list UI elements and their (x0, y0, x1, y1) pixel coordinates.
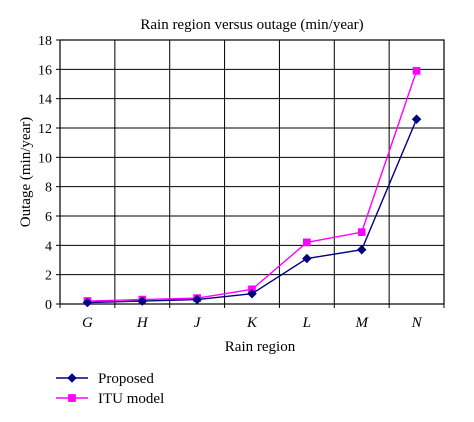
legend-item-itu: ITU model (56, 391, 164, 407)
chart-title: Rain region versus outage (min/year) (140, 17, 363, 33)
y-tick-label: 14 (38, 93, 52, 108)
x-axis-label: Rain region (225, 339, 296, 355)
legend-marker-proposed (67, 373, 77, 383)
series-itu (83, 66, 421, 305)
x-tick-label: J (194, 315, 202, 331)
data-point-itu (412, 66, 421, 75)
data-point-proposed (192, 294, 202, 305)
y-tick-label: 4 (45, 239, 52, 254)
y-tick-label: 18 (38, 34, 52, 49)
y-tick-label: 0 (45, 298, 52, 313)
data-point-proposed (247, 288, 257, 299)
data-point-proposed (411, 114, 422, 125)
y-tick-label: 6 (45, 210, 52, 225)
x-tick-label: G (82, 315, 93, 331)
x-tick-label: H (136, 315, 149, 331)
y-tick-label: 8 (45, 181, 52, 196)
x-tick-label: M (354, 315, 369, 331)
data-point-proposed (356, 244, 367, 255)
series-proposed (82, 114, 422, 308)
y-tick-label: 10 (38, 151, 52, 166)
y-tick-label: 16 (38, 63, 52, 78)
data-point-proposed (302, 253, 312, 264)
legend-item-proposed: Proposed (56, 371, 154, 387)
y-tick-label: 2 (45, 269, 52, 284)
series-line-itu (87, 70, 418, 302)
legend-marker-itu (68, 394, 76, 402)
legend-label-itu: ITU model (98, 391, 164, 407)
y-tick-label: 12 (38, 122, 52, 137)
plot-area: 0 2 4 6 8 10 12 14 16 18 G H J K L M N (38, 34, 445, 331)
x-tick-label: K (246, 315, 258, 331)
data-point-itu (303, 238, 311, 247)
x-tick-label: N (411, 315, 423, 331)
legend-label-proposed: Proposed (98, 371, 154, 387)
x-tick-label: L (302, 315, 311, 331)
y-axis-label: Outage (min/year) (18, 117, 34, 227)
plot-frame (59, 39, 445, 305)
data-point-proposed (137, 296, 148, 306)
data-point-proposed (82, 297, 93, 308)
data-point-itu (357, 228, 366, 236)
legend: Proposed ITU model (56, 371, 164, 407)
